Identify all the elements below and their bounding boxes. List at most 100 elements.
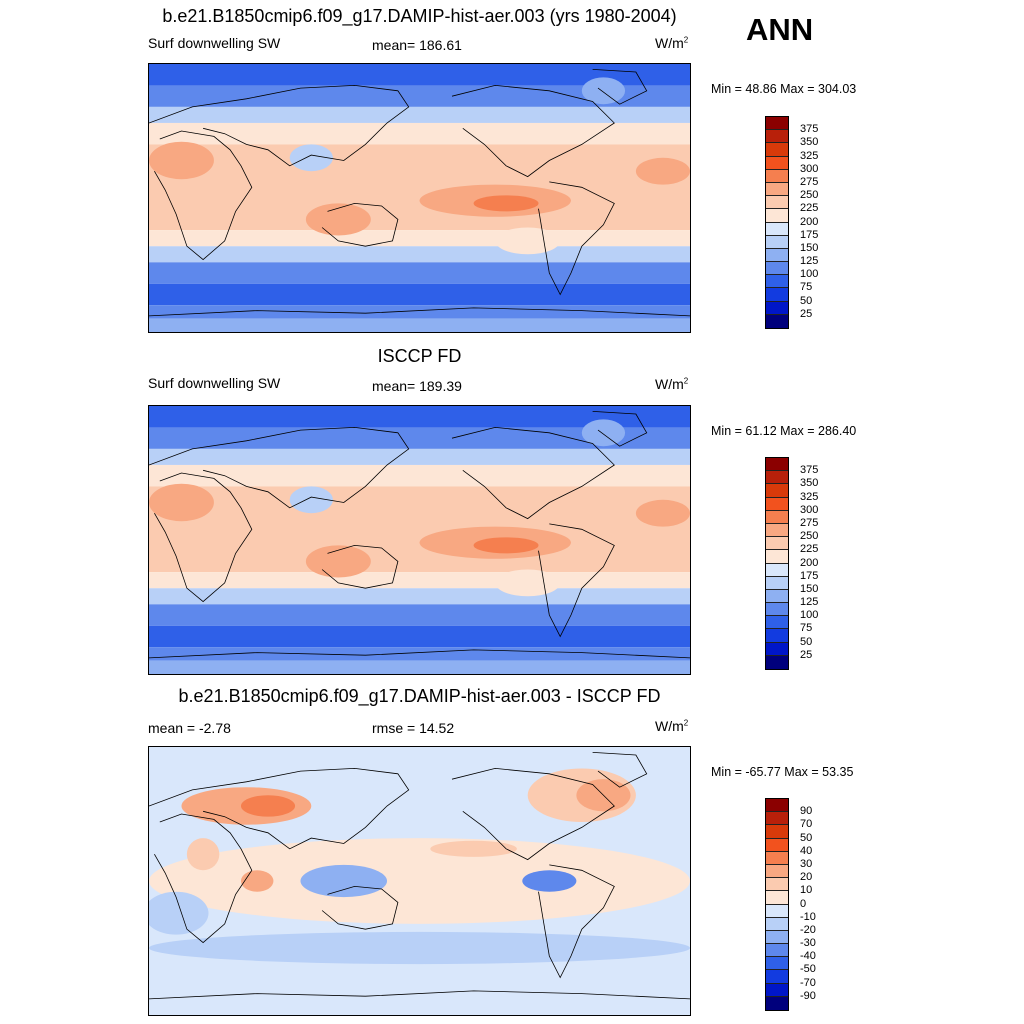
- colorbar-swatch: [766, 143, 788, 157]
- colorbar-swatch: [766, 550, 788, 564]
- colorbar-tick-label: 75: [800, 281, 813, 294]
- colorbar-tick-label: 275: [800, 175, 819, 188]
- colorbar-swatch: [766, 629, 788, 643]
- colorbar-swatch: [766, 970, 788, 984]
- colorbar-swatch: [766, 301, 788, 315]
- panel3-map: [148, 746, 691, 1016]
- colorbar-tick-label: 275: [800, 516, 819, 529]
- colorbar-tick-label: -50: [800, 963, 816, 976]
- colorbar-swatch: [766, 812, 788, 826]
- colorbar-swatch: [766, 130, 788, 144]
- colorbar-swatch: [766, 983, 788, 997]
- colorbar-tick-label: -40: [800, 950, 816, 963]
- colorbar-tick-label: -70: [800, 976, 816, 989]
- colorbar-swatch: [766, 537, 788, 551]
- panel3-colorbar: [765, 798, 789, 1011]
- colorbar-swatch: [766, 523, 788, 538]
- colorbar-tick-label: 325: [800, 490, 819, 503]
- colorbar-tick-label: 70: [800, 818, 813, 831]
- colorbar-tick-label: 175: [800, 569, 819, 582]
- panel1-mean-label: mean= 186.61: [372, 37, 462, 53]
- colorbar-swatch: [766, 878, 788, 892]
- colorbar-tick-label: 10: [800, 884, 813, 897]
- colorbar-tick-label: 90: [800, 805, 813, 818]
- colorbar-swatch: [766, 169, 788, 183]
- panel1-title: b.e21.B1850cmip6.f09_g17.DAMIP-hist-aer.…: [162, 6, 677, 26]
- colorbar-swatch: [766, 891, 788, 905]
- panel1-colorbar: [765, 116, 789, 329]
- colorbar-swatch: [766, 930, 788, 945]
- colorbar-swatch: [766, 957, 788, 971]
- colorbar-swatch: [766, 642, 788, 656]
- colorbar-tick-label: 0: [800, 897, 807, 910]
- colorbar-tick-label: 25: [800, 307, 813, 320]
- colorbar-swatch: [766, 222, 788, 236]
- colorbar-swatch: [766, 616, 788, 630]
- colorbar-tick-label: 75: [800, 622, 813, 635]
- colorbar-tick-label: 250: [800, 530, 819, 543]
- colorbar-swatch: [766, 458, 788, 472]
- colorbar-tick-label: 125: [800, 255, 819, 268]
- panel2-units: W/m2: [655, 376, 689, 392]
- colorbar-tick-label: 300: [800, 162, 819, 175]
- colorbar-tick-label: 225: [800, 543, 819, 556]
- panel2-minmax: Min = 61.12 Max = 286.40: [711, 424, 857, 438]
- colorbar-tick-label: 350: [800, 477, 819, 490]
- panel3-rmse-label: rmse = 14.52: [372, 720, 455, 736]
- colorbar-tick-label: 200: [800, 215, 819, 228]
- colorbar-tick-label: 100: [800, 609, 819, 622]
- colorbar-tick-label: 350: [800, 136, 819, 149]
- panel1-minmax: Min = 48.86 Max = 304.03: [711, 82, 857, 96]
- colorbar-tick-label: -20: [800, 923, 816, 936]
- colorbar-tick-label: 150: [800, 582, 819, 595]
- colorbar-tick-label: 20: [800, 871, 813, 884]
- colorbar-tick-label: 100: [800, 268, 819, 281]
- colorbar-swatch: [766, 838, 788, 852]
- colorbar-tick-label: -10: [800, 910, 816, 923]
- colorbar-tick-label: 50: [800, 294, 813, 307]
- colorbar-tick-label: -30: [800, 937, 816, 950]
- colorbar-tick-label: 40: [800, 844, 813, 857]
- colorbar-swatch: [766, 117, 788, 131]
- colorbar-swatch: [766, 156, 788, 170]
- panel2-mean-label: mean= 189.39: [372, 378, 462, 394]
- colorbar-tick-label: 225: [800, 202, 819, 215]
- colorbar-swatch: [766, 235, 788, 249]
- colorbar-swatch: [766, 471, 788, 485]
- colorbar-tick-label: 175: [800, 228, 819, 241]
- colorbar-swatch: [766, 484, 788, 498]
- panel2-variable-label: Surf downwelling SW: [148, 375, 281, 391]
- colorbar-swatch: [766, 275, 788, 289]
- panel2-title: ISCCP FD: [377, 346, 462, 366]
- colorbar-swatch: [766, 589, 788, 604]
- colorbar-swatch: [766, 799, 788, 813]
- panel1-units: W/m2: [655, 35, 689, 51]
- colorbar-swatch: [766, 603, 788, 617]
- colorbar-tick-label: 30: [800, 857, 813, 870]
- colorbar-swatch: [766, 262, 788, 276]
- panel2-colorbar: [765, 457, 789, 670]
- colorbar-swatch: [766, 864, 788, 879]
- colorbar-tick-label: 25: [800, 648, 813, 661]
- colorbar-tick-label: 325: [800, 149, 819, 162]
- colorbar-tick-label: 375: [800, 123, 819, 136]
- colorbar-swatch: [766, 288, 788, 302]
- colorbar-tick-label: 50: [800, 831, 813, 844]
- colorbar-swatch: [766, 196, 788, 210]
- colorbar-tick-label: 300: [800, 503, 819, 516]
- colorbar-swatch: [766, 851, 788, 865]
- season-label: ANN: [746, 12, 814, 47]
- colorbar-swatch: [766, 904, 788, 918]
- colorbar-swatch: [766, 248, 788, 263]
- panel2-map: [148, 405, 691, 675]
- colorbar-swatch: [766, 497, 788, 511]
- colorbar-tick-label: 50: [800, 635, 813, 648]
- colorbar-swatch: [766, 510, 788, 524]
- colorbar-swatch: [766, 182, 788, 197]
- colorbar-tick-label: -90: [800, 989, 816, 1002]
- panel3-minmax: Min = -65.77 Max = 53.35: [711, 765, 854, 779]
- colorbar-tick-label: 125: [800, 596, 819, 609]
- panel1-map: [148, 63, 691, 333]
- colorbar-swatch: [766, 944, 788, 958]
- colorbar-swatch: [766, 917, 788, 931]
